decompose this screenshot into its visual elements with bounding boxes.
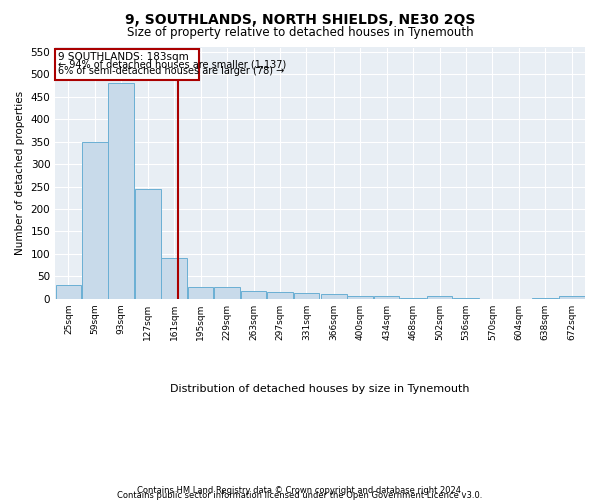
- Bar: [267, 292, 293, 298]
- Bar: [347, 296, 373, 298]
- Bar: [214, 288, 240, 298]
- Bar: [82, 142, 107, 298]
- Bar: [161, 258, 187, 298]
- Text: 6% of semi-detached houses are larger (78) →: 6% of semi-detached houses are larger (7…: [58, 66, 284, 76]
- Bar: [321, 294, 347, 298]
- Text: ← 94% of detached houses are smaller (1,137): ← 94% of detached houses are smaller (1,…: [58, 60, 287, 70]
- Text: Contains public sector information licensed under the Open Government Licence v3: Contains public sector information licen…: [118, 491, 482, 500]
- Bar: [241, 290, 266, 298]
- Bar: [374, 296, 400, 298]
- Text: Distribution of detached houses by size in Tynemouth: Distribution of detached houses by size …: [170, 384, 470, 394]
- Bar: [56, 285, 81, 298]
- Bar: [135, 189, 161, 298]
- Text: 9, SOUTHLANDS, NORTH SHIELDS, NE30 2QS: 9, SOUTHLANDS, NORTH SHIELDS, NE30 2QS: [125, 12, 475, 26]
- Bar: [559, 296, 584, 298]
- Text: 9 SOUTHLANDS: 183sqm: 9 SOUTHLANDS: 183sqm: [58, 52, 189, 62]
- Bar: [109, 84, 134, 298]
- Text: Contains HM Land Registry data © Crown copyright and database right 2024.: Contains HM Land Registry data © Crown c…: [137, 486, 463, 495]
- Bar: [293, 293, 319, 298]
- Bar: [55, 49, 199, 80]
- Bar: [188, 288, 214, 298]
- Y-axis label: Number of detached properties: Number of detached properties: [15, 91, 25, 255]
- Text: Size of property relative to detached houses in Tynemouth: Size of property relative to detached ho…: [127, 26, 473, 39]
- Bar: [427, 296, 452, 298]
